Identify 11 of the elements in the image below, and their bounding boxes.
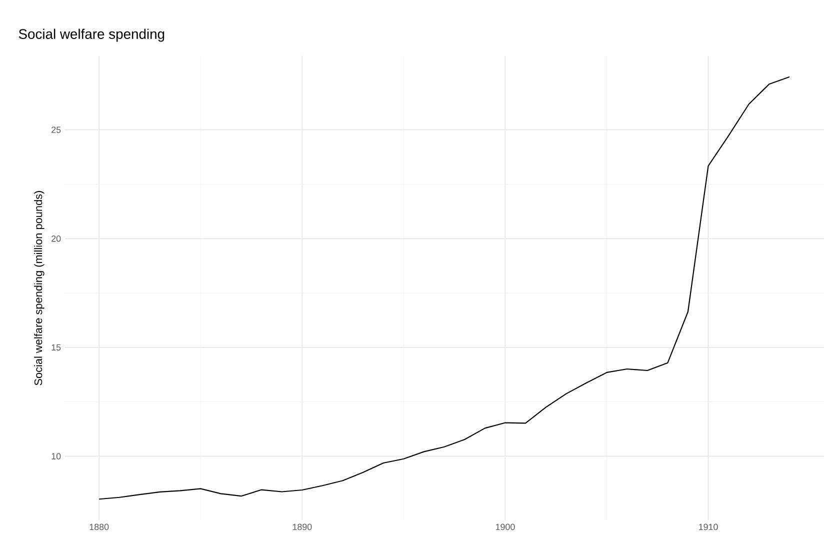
chart-title: Social welfare spending [18,28,164,42]
y-tick-label: 10 [52,453,61,460]
x-tick-label: 1890 [292,524,312,530]
y-tick-label: 25 [52,126,61,133]
x-tick-label: 1910 [699,524,718,530]
x-tick-label: 1880 [90,524,109,530]
y-tick-label: 15 [52,344,61,350]
y-axis-title: Social welfare spending (million pounds) [34,190,44,386]
x-tick-label: 1900 [496,524,515,530]
line-series [98,76,790,500]
y-tick-label: 20 [52,235,61,242]
